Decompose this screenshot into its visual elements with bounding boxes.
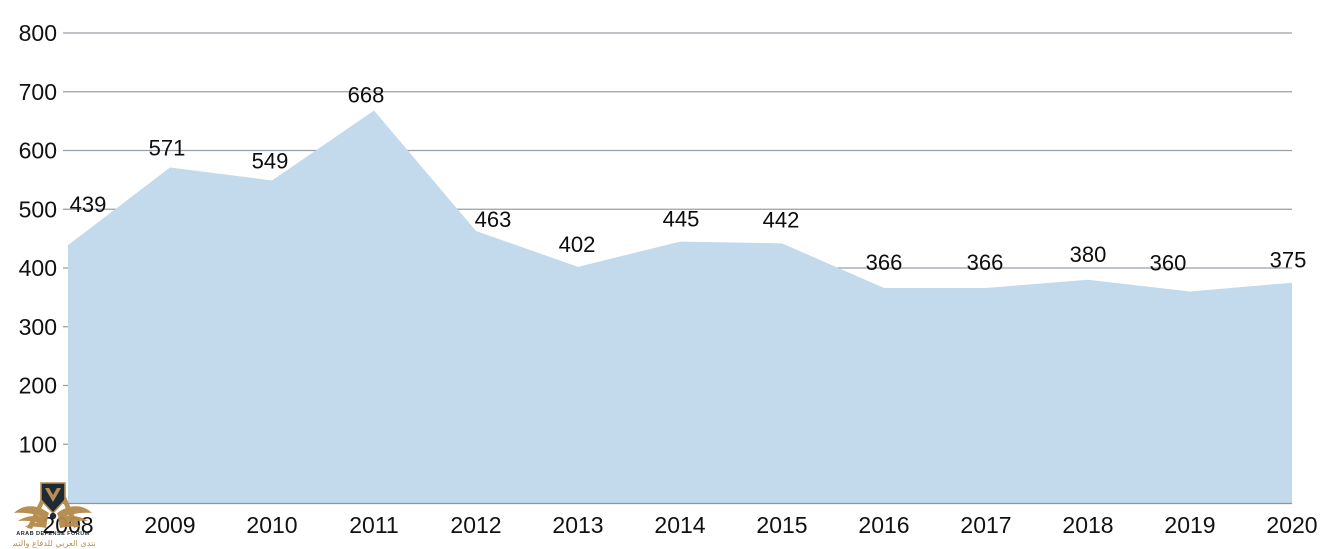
watermark-title-en: ARAB DEFENSE FORUM [16, 531, 89, 537]
y-axis-tick-label: 100 [19, 431, 57, 457]
right-wing-icon [57, 506, 92, 528]
data-label: 442 [763, 207, 800, 232]
data-label: 380 [1070, 242, 1107, 267]
data-label: 366 [866, 250, 903, 275]
data-label: 360 [1150, 251, 1187, 276]
data-label: 668 [348, 83, 385, 108]
y-axis-tick-label: 400 [19, 255, 57, 281]
y-axis-tick-label: 800 [19, 20, 57, 46]
area-fill [68, 110, 1292, 504]
data-labels: 439 571 549 668 463 402 445 442 366 366 380 360 375 [70, 83, 1307, 276]
shield-emblem-icon [45, 488, 61, 502]
data-label: 375 [1270, 248, 1307, 273]
data-label: 402 [559, 232, 596, 257]
data-label: 366 [967, 250, 1004, 275]
left-wing-icon [14, 506, 49, 528]
data-label: 439 [70, 192, 107, 217]
x-axis-tick-label: 2019 [1164, 512, 1215, 538]
watermark-title-ar: المنتدى العربي للدفاع والتسليح [13, 538, 95, 548]
x-axis-tick-label: 2016 [858, 512, 909, 538]
data-label: 445 [663, 207, 700, 232]
x-axis-tick-label: 2015 [756, 512, 807, 538]
x-axis-tick-label: 2012 [450, 512, 501, 538]
watermark-logo: ARAB DEFENSE FORUM المنتدى العربي للدفاع… [13, 482, 95, 548]
y-axis-tick-label: 700 [19, 79, 57, 105]
area-series [68, 110, 1292, 504]
shield-base-icon [49, 512, 57, 520]
data-label: 549 [252, 148, 289, 173]
x-axis-tick-label: 2013 [552, 512, 603, 538]
x-axis-tick-label: 2017 [960, 512, 1011, 538]
x-axis-tick-label: 2011 [349, 512, 398, 538]
data-label: 571 [149, 136, 186, 161]
x-axis-tick-label: 2014 [654, 512, 705, 538]
y-axis-tick-label: 500 [19, 196, 57, 222]
x-axis-labels: 2008200920102011201220132014201520162017… [42, 512, 1317, 538]
y-axis-labels: 100 200 300 400 500 600 700 800 [19, 20, 57, 457]
data-label: 463 [475, 207, 512, 232]
x-axis-tick-label: 2018 [1062, 512, 1113, 538]
x-axis-tick-label: 2020 [1266, 512, 1317, 538]
x-axis-tick-label: 2009 [144, 512, 195, 538]
y-axis-tick-label: 200 [19, 373, 57, 399]
x-axis-tick-label: 2010 [246, 512, 297, 538]
y-axis-tick-label: 300 [19, 314, 57, 340]
y-axis-tick-label: 600 [19, 138, 57, 164]
